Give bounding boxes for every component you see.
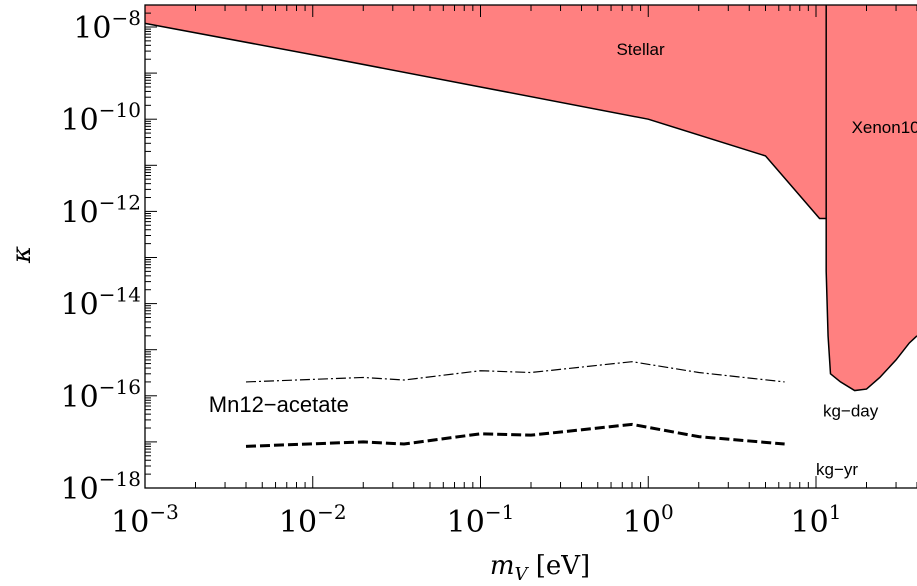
annotation-0: Mn12−acetate (209, 392, 349, 417)
y-tick-label: 10−12 (61, 190, 141, 230)
x-tick-label: 101 (791, 500, 842, 540)
x-axis-title: mV [eV] (490, 551, 590, 585)
y-tick-label: 10−8 (73, 6, 141, 46)
region-xenon10-fill (826, 5, 917, 391)
region-stellar-fill (145, 5, 827, 219)
labels-layer: 10−3 10−2 10−1 100 101 10−8 10−10 10−12 10−14 10−… (61, 6, 842, 540)
y-tick-label: 10−14 (61, 283, 141, 323)
y-axis-title: κ (7, 246, 37, 264)
series-layer (245, 361, 785, 448)
x-tick-label: 10−2 (279, 500, 347, 540)
region-stellar-boundary (144, 22, 827, 220)
annotation-1: kg−day (823, 401, 879, 420)
y-tick-label: 10−16 (61, 375, 141, 415)
region-label-stellar: Stellar (616, 40, 665, 59)
region-xenon10-boundary (825, 5, 917, 392)
plot-frame (144, 4, 917, 489)
series-kg-day-line (245, 361, 785, 383)
ticks-layer (144, 5, 917, 489)
x-tick-label: 100 (623, 500, 674, 540)
regions-layer: Stellar Xenon10 (144, 5, 917, 392)
annotations-layer: Mn12−acetate kg−day kg−yr (209, 392, 879, 479)
series-kg-yr-line (245, 422, 785, 448)
region-label-xenon10: Xenon10 (852, 118, 917, 137)
y-tick-label: 10−18 (61, 467, 141, 507)
y-tick-label: 10−10 (61, 98, 141, 138)
x-tick-label: 10−3 (111, 500, 179, 540)
annotation-2: kg−yr (816, 460, 858, 479)
x-tick-label: 10−1 (447, 500, 515, 540)
